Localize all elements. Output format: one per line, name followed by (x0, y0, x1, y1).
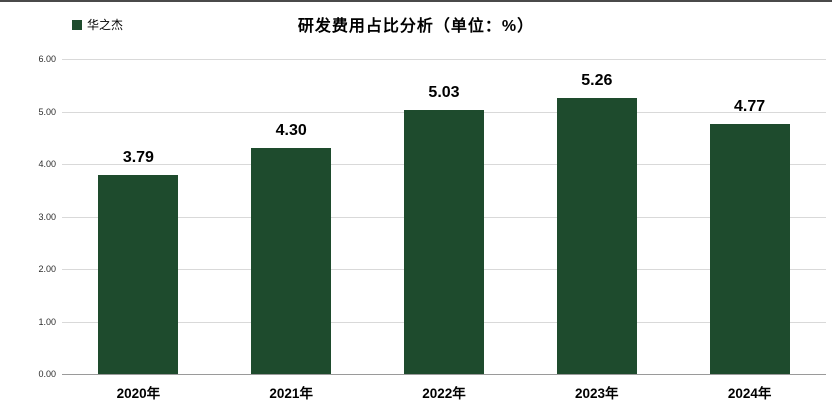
chart-title-unit: （单位：%） (433, 18, 535, 35)
x-axis-line (62, 374, 826, 375)
y-axis-tick-label: 1.00 (38, 316, 56, 327)
bar-2022年 (404, 109, 484, 374)
x-axis-category-label: 2020年 (116, 386, 161, 401)
bar-value-label: 4.30 (275, 122, 307, 140)
y-axis-tick-label: 5.00 (38, 106, 56, 117)
y-axis-tick-label: 4.00 (38, 159, 56, 169)
x-axis-category-label: 2023年 (575, 386, 619, 401)
bar-2020年 (98, 175, 179, 374)
x-axis-category-label: 2024年 (727, 386, 772, 401)
chart-title-text: 研发费用占比分析 (297, 18, 434, 35)
legend: 华之杰 (72, 16, 123, 33)
bar-value-label: 3.79 (122, 149, 154, 167)
legend-label: 华之杰 (87, 18, 124, 32)
bar-2023年 (556, 97, 637, 374)
bar-2021年 (251, 148, 332, 374)
y-axis-tick-label: 2.00 (38, 264, 56, 274)
bar-2024年 (709, 123, 790, 374)
legend-swatch-icon (72, 19, 82, 30)
gridline (62, 59, 826, 60)
bar-value-label: 5.03 (428, 83, 460, 101)
y-axis-tick-label: 6.00 (38, 54, 56, 64)
y-axis-tick-label: 0.00 (38, 369, 56, 379)
x-axis-category-label: 2022年 (422, 386, 466, 401)
bar-value-label: 5.26 (581, 71, 613, 89)
chart-title: 研发费用占比分析（单位：%） (0, 12, 832, 36)
y-axis-tick-label: 3.00 (38, 211, 56, 222)
x-axis-category-label: 2021年 (269, 386, 313, 401)
chart-header: 华之杰 研发费用占比分析（单位：%） (0, 10, 832, 42)
bar-value-label: 4.77 (734, 97, 766, 115)
